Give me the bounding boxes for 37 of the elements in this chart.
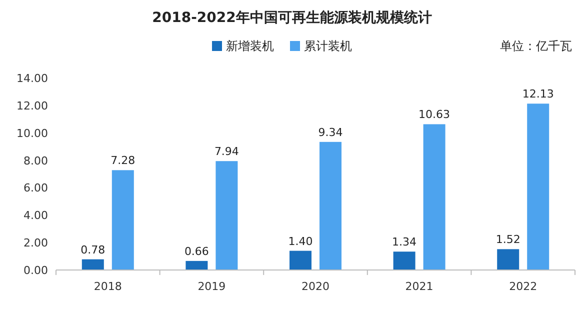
data-label: 1.34 (392, 236, 417, 249)
bar (393, 252, 416, 270)
y-tick-label: 10.00 (16, 126, 48, 140)
bar (423, 124, 446, 270)
bar (112, 170, 134, 270)
y-tick-label: 0.00 (24, 264, 48, 277)
legend-label: 新增装机 (226, 39, 274, 53)
legend-label: 累计装机 (304, 39, 352, 53)
data-label: 9.34 (318, 126, 343, 139)
data-label: 1.40 (288, 234, 313, 248)
bar (216, 161, 238, 270)
bar (290, 250, 312, 270)
x-tick-label: 2018 (94, 280, 122, 293)
data-label: 7.28 (110, 154, 136, 168)
y-tick-label: 6.00 (24, 182, 48, 195)
data-label: 0.66 (184, 244, 209, 258)
bar (527, 104, 550, 270)
bar (82, 259, 104, 270)
x-tick-label: 2020 (302, 280, 330, 293)
data-label: 0.78 (80, 243, 106, 256)
y-tick-label: 12.00 (16, 99, 48, 112)
y-tick-label: 14.00 (16, 72, 48, 85)
data-label: 10.63 (418, 108, 450, 122)
text: 单位：亿千瓦 (500, 39, 572, 53)
bar (186, 260, 208, 270)
title: 2018-2022年中国可再生能源装机规模统计 (152, 10, 432, 26)
data-label: 12.13 (522, 88, 554, 101)
x-tick-label: 2019 (198, 280, 226, 293)
y-tick-label: 8.00 (24, 154, 48, 168)
data-label: 7.94 (214, 145, 239, 158)
bar (497, 249, 520, 270)
y-tick-label: 2.00 (24, 236, 48, 250)
y-tick-label: 4.00 (24, 209, 48, 222)
x-tick-label: 2022 (509, 280, 538, 293)
x-tick-label: 2021 (405, 280, 434, 293)
data-label: 1.52 (496, 233, 520, 246)
bar (320, 142, 342, 270)
